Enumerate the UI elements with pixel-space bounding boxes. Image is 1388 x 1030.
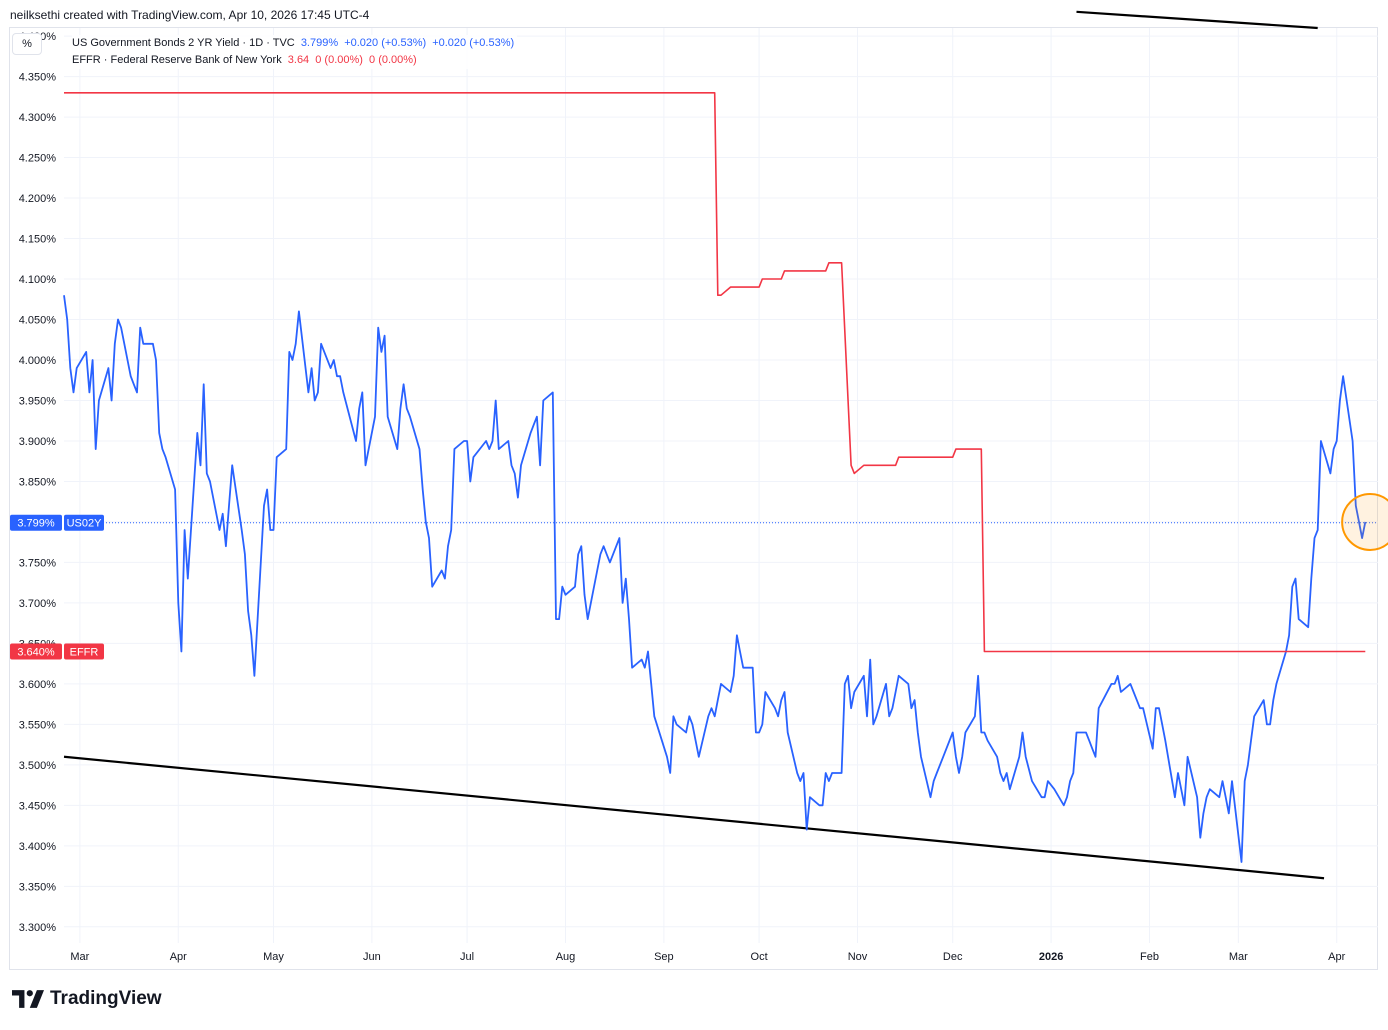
x-tick-label: Nov [848, 951, 868, 963]
x-tick-label: Jul [460, 951, 474, 963]
tradingview-logo-text: TradingView [50, 988, 162, 1009]
y-tick-label: 4.150% [19, 234, 57, 246]
y-tick-label: 3.700% [19, 598, 57, 610]
x-tick-label: 2026 [1039, 951, 1063, 963]
x-tick-label: Sep [654, 951, 674, 963]
price-label-box [10, 514, 62, 531]
legend-effr-value: 3.64 [287, 54, 310, 66]
legend-effr-change: 0 (0.00%) [315, 54, 363, 66]
legend-us02y-name: US Government Bonds 2 YR Yield · 1D · TV… [72, 37, 295, 49]
y-tick-label: 3.300% [19, 922, 57, 934]
price-label-box [10, 643, 62, 660]
x-tick-label: Jun [363, 951, 381, 963]
legend-us02y[interactable]: US Government Bonds 2 YR Yield · 1D · TV… [72, 35, 517, 52]
y-tick-label: 4.000% [19, 355, 57, 367]
legend-us02y-change-pct: +0.020 (+0.53%) [432, 37, 515, 49]
y-tick-label: 3.950% [19, 395, 57, 407]
legend-effr-name: EFFR · Federal Reserve Bank of New York [72, 54, 282, 66]
trendline[interactable] [63, 755, 1325, 880]
x-tick-label: Dec [943, 951, 963, 963]
y-tick-label: 3.400% [19, 841, 57, 853]
y-tick-label: 3.900% [19, 436, 57, 448]
x-tick-label: Mar [1229, 951, 1248, 963]
highlight-circle[interactable] [1341, 492, 1388, 551]
y-tick-label: 4.100% [19, 274, 57, 286]
legend-effr-change-pct: 0 (0.00%) [369, 54, 417, 66]
tradingview-logo-icon [12, 990, 44, 1008]
y-tick-label: 3.500% [19, 760, 57, 772]
legend-us02y-value: 3.799% [300, 37, 339, 49]
legend-us02y-change: +0.020 (+0.53%) [344, 37, 427, 49]
price-label-value: 3.640% [17, 646, 55, 658]
y-tick-label: 4.350% [19, 72, 57, 84]
legend-effr[interactable]: EFFR · Federal Reserve Bank of New York … [72, 52, 517, 69]
x-tick-label: May [263, 951, 284, 963]
y-tick-label: 4.200% [19, 193, 57, 205]
y-tick-label: 4.050% [19, 315, 57, 327]
y-tick-label: 3.750% [19, 557, 57, 569]
price-label-tag-box [64, 643, 104, 660]
price-label-tag: EFFR [70, 646, 99, 658]
price-label-tag: US02Y [67, 518, 103, 530]
price-label-value: 3.799% [17, 518, 55, 530]
chart-credit: neilksethi created with TradingView.com,… [10, 8, 370, 22]
y-tick-label: 3.550% [19, 719, 57, 731]
tradingview-logo[interactable]: TradingView [12, 988, 162, 1010]
trendline[interactable] [1076, 10, 1318, 30]
y-tick-label: 3.450% [19, 800, 57, 812]
x-tick-label: Mar [70, 951, 89, 963]
x-tick-label: Oct [751, 951, 768, 963]
x-tick-label: Feb [1140, 951, 1159, 963]
y-tick-label: 4.300% [19, 112, 57, 124]
x-tick-label: Apr [170, 951, 187, 963]
x-tick-label: Apr [1328, 951, 1345, 963]
percent-scale-button[interactable]: % [12, 33, 42, 55]
y-tick-label: 4.250% [19, 153, 57, 165]
chart-legend: US Government Bonds 2 YR Yield · 1D · TV… [72, 35, 518, 69]
y-tick-label: 3.600% [19, 679, 57, 691]
us02y-line[interactable] [63, 295, 1367, 863]
price-label-tag-box [64, 514, 104, 531]
x-tick-label: Aug [556, 951, 576, 963]
y-tick-label: 3.850% [19, 476, 57, 488]
effr-line[interactable] [64, 92, 1366, 653]
y-tick-label: 3.350% [19, 881, 57, 893]
chart-frame [9, 27, 1378, 970]
